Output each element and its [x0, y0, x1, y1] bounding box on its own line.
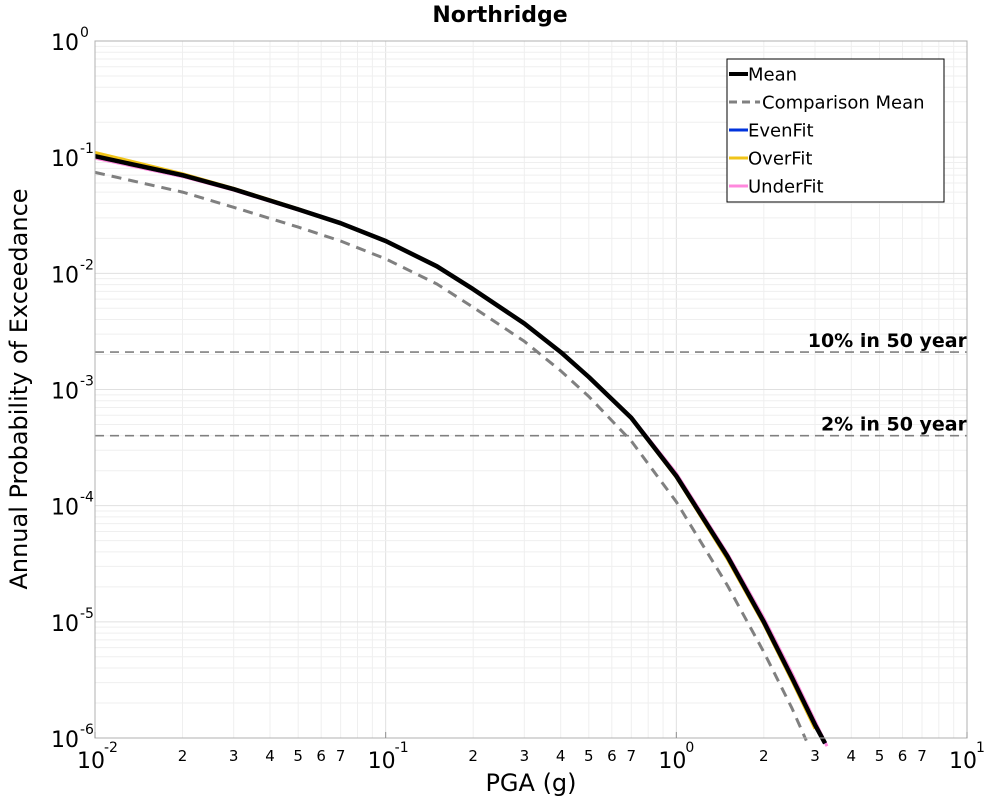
x-tick-label: 2: [759, 747, 769, 765]
legend-label: OverFit: [748, 149, 812, 170]
grid: [95, 41, 967, 738]
y-tick-label: 10: [51, 31, 79, 56]
y-tick-label: 10: [51, 612, 79, 637]
x-tick-label: 3: [229, 747, 239, 765]
y-tick-exponent: -4: [80, 490, 94, 506]
x-tick-label: 3: [520, 747, 530, 765]
y-axis-label: Annual Probability of Exceedance: [5, 188, 33, 589]
x-tick-label: 4: [265, 747, 275, 765]
legend-box: [726, 58, 945, 203]
x-tick-exponent: 0: [685, 740, 694, 756]
x-tick-label: 2: [468, 747, 478, 765]
reference-lines: 10% in 50 year 2% in 50 year: [95, 330, 968, 437]
y-tick-exponent: -6: [80, 722, 94, 738]
x-tick-label: 5: [584, 747, 594, 765]
x-tick-label: 10: [658, 749, 686, 774]
x-tick-label: 7: [336, 747, 346, 765]
y-tick-exponent: -1: [80, 141, 94, 157]
x-tick-label: 6: [607, 747, 617, 765]
y-tick-exponent: -3: [80, 374, 94, 390]
y-tick-label: 10: [51, 263, 79, 288]
legend: Mean Comparison Mean EvenFit OverFit UnderFi…: [726, 58, 945, 203]
x-tick-label: 4: [847, 747, 857, 765]
x-tick-label: 5: [293, 747, 303, 765]
x-tick-exponent: 1: [976, 740, 985, 756]
legend-label: Mean: [748, 65, 797, 86]
legend-label: Comparison Mean: [762, 93, 925, 114]
x-tick-label: 10: [949, 749, 977, 774]
x-tick-label: 5: [875, 747, 885, 765]
y-tick-exponent: 0: [80, 25, 89, 41]
series-line: [94, 154, 828, 745]
x-tick-label: 6: [898, 747, 908, 765]
x-tick-label: 7: [627, 747, 637, 765]
x-tick-label: 6: [316, 747, 326, 765]
y-tick-exponent: -5: [80, 606, 94, 622]
series-line: [94, 170, 808, 742]
series-lines: [94, 150, 829, 747]
x-axis-label: PGA (g): [485, 769, 576, 797]
x-tick-exponent: -1: [395, 740, 409, 756]
x-tick-label: 10: [368, 749, 396, 774]
x-tick-exponent: -2: [104, 740, 118, 756]
legend-label: UnderFit: [748, 177, 824, 198]
x-tick-label: 10: [77, 749, 105, 774]
x-tick-label: 3: [810, 747, 820, 765]
y-tick-exponent: -2: [80, 257, 94, 273]
reference-line-label: 2% in 50 year: [821, 414, 968, 436]
x-tick-label: 7: [917, 747, 927, 765]
plot-frame: [94, 40, 968, 739]
reference-line-label: 10% in 50 year: [808, 330, 968, 352]
y-tick-label: 10: [51, 147, 79, 172]
x-axis-ticks: 10-2 2 3 4 5 6 7 10-1 2 3 4 5 6 7 100 2 3 4 5 6 7 101: [77, 732, 985, 774]
y-tick-label: 10: [51, 496, 79, 521]
y-tick-label: 10: [51, 728, 79, 753]
x-tick-label: 2: [178, 747, 188, 765]
legend-label: EvenFit: [748, 121, 814, 142]
x-tick-label: 4: [556, 747, 566, 765]
y-tick-label: 10: [51, 380, 79, 405]
chart-title: Northridge: [432, 3, 567, 28]
